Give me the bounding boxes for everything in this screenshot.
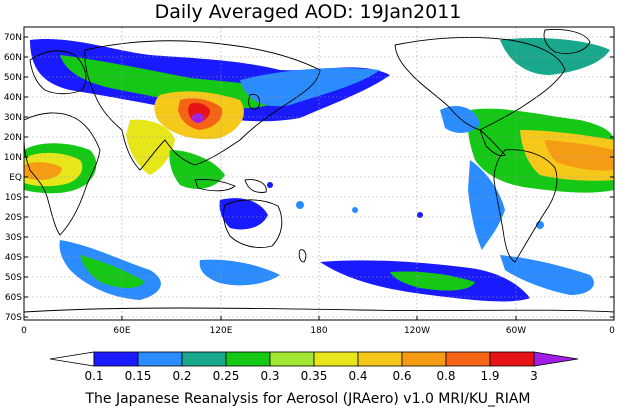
aod-field [24, 38, 614, 302]
lat-label: 20N [4, 133, 22, 143]
lat-label: 30N [4, 113, 22, 123]
colorbar-label: 1.9 [480, 369, 499, 383]
colorbar: 0.1 0.15 0.2 0.25 0.3 0.35 0.4 0.6 0.8 1.9 3 [49, 351, 579, 383]
colorbar-label: 0.3 [260, 369, 279, 383]
colorbar-swatch [313, 351, 359, 367]
gridlines [24, 27, 614, 320]
colorbar-swatch [357, 351, 403, 367]
colorbar-swatch [137, 351, 183, 367]
colorbar-label: 0.4 [348, 369, 367, 383]
colorbar-label: 0.35 [301, 369, 328, 383]
colorbar-label: 3 [530, 369, 538, 383]
colorbar-label: 0.15 [125, 369, 152, 383]
lon-label: 60E [113, 326, 130, 336]
lon-label: 180 [310, 326, 327, 336]
lat-label: 60N [4, 53, 22, 63]
colorbar-label: 0.8 [436, 369, 455, 383]
lon-label: 120E [210, 326, 233, 336]
colorbar-swatch [49, 351, 95, 367]
lat-label: 40N [4, 93, 22, 103]
lon-label: 0 [609, 326, 615, 336]
longitude-labels: 0 60E 120E 180 120W 60W 0 [21, 326, 615, 336]
colorbar-swatch [93, 351, 139, 367]
footer-credit: The Japanese Reanalysis for Aerosol (JRA… [84, 391, 530, 407]
coastlines [23, 29, 615, 313]
lon-label: 60W [506, 326, 526, 336]
colorbar-swatch [401, 351, 447, 367]
colorbar-swatch [181, 351, 227, 367]
lat-label: 40S [5, 253, 22, 263]
lat-label: 70N [4, 33, 22, 43]
lat-label: 10S [5, 193, 22, 203]
lat-label: 30S [5, 233, 22, 243]
lon-label: 120W [404, 326, 430, 336]
lat-label: 50S [5, 273, 22, 283]
colorbar-swatch [489, 351, 535, 367]
map-title: Daily Averaged AOD: 19Jan2011 [155, 1, 462, 23]
lat-label: 60S [5, 293, 22, 303]
colorbar-label: 0.2 [172, 369, 191, 383]
map-panel [23, 26, 615, 321]
lon-label: 0 [21, 326, 27, 336]
colorbar-label: 0.6 [392, 369, 411, 383]
colorbar-label: 0.25 [213, 369, 240, 383]
latitude-labels: 70N 60N 50N 40N 30N 20N 10N EQ 10S 20S 3… [4, 33, 22, 323]
axis-ticks [24, 36, 614, 320]
lat-label: 50N [4, 73, 22, 83]
colorbar-swatch [445, 351, 491, 367]
colorbar-swatch [269, 351, 315, 367]
lat-label: 70S [5, 313, 22, 323]
lat-label: EQ [9, 173, 22, 183]
colorbar-label: 0.1 [84, 369, 103, 383]
lat-label: 10N [4, 153, 22, 163]
colorbar-swatch [225, 351, 271, 367]
colorbar-swatch [533, 351, 579, 367]
lat-label: 20S [5, 213, 22, 223]
